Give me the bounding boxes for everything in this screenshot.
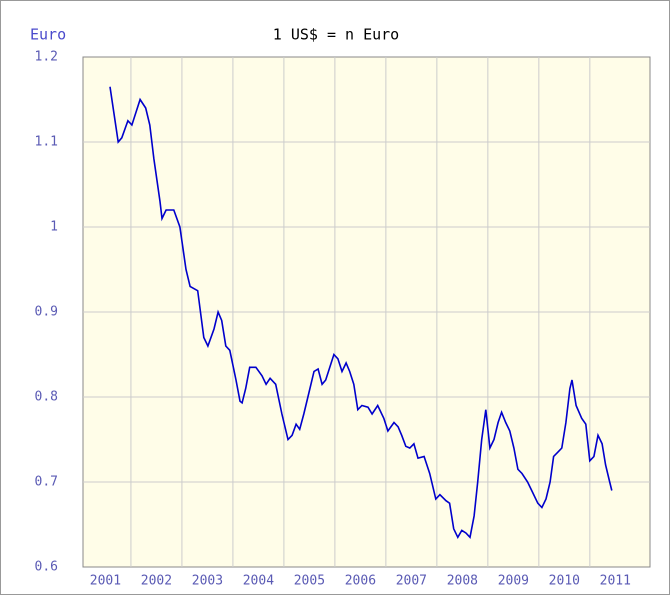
x-tick-label: 2010	[549, 574, 580, 589]
x-tick-label: 2009	[498, 574, 529, 589]
x-tick-label: 2001	[90, 574, 121, 589]
y-axis-label: Euro	[30, 26, 66, 44]
x-tick-label: 2006	[345, 574, 376, 589]
chart-title: 1 US$ = n Euro	[273, 26, 399, 44]
y-tick-label: 0.8	[35, 390, 58, 405]
x-tick-label: 2003	[192, 574, 223, 589]
x-tick-label: 2004	[243, 574, 274, 589]
x-tick-label: 2002	[141, 574, 172, 589]
data-line	[109, 86, 613, 540]
y-tick-label: 1.1	[35, 135, 58, 150]
y-tick-label: 0.9	[35, 305, 58, 320]
y-tick-label: 0.7	[35, 475, 58, 490]
x-tick-label: 2007	[396, 574, 427, 589]
x-tick-label: 2008	[447, 574, 478, 589]
x-tick-label: 2011	[600, 574, 631, 589]
y-tick-label: 1	[50, 220, 58, 235]
y-tick-label: 1.2	[35, 50, 58, 65]
y-tick-label: 0.6	[35, 560, 58, 575]
x-tick-label: 2005	[294, 574, 325, 589]
